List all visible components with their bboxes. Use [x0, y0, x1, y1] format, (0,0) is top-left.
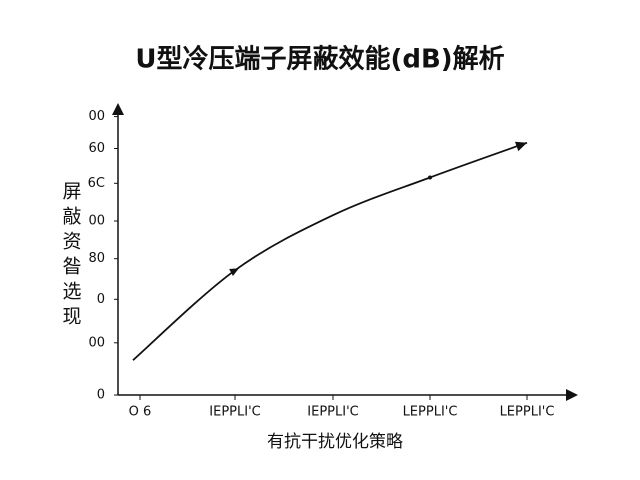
y-tick-label: 0: [97, 292, 105, 307]
x-tick-label: LEPPLI'C: [403, 405, 458, 420]
x-axis-label: 有抗干扰优化策略: [267, 432, 403, 452]
y-axis-label: 昝: [62, 256, 81, 278]
y-axis-arrow: [112, 103, 124, 115]
y-axis-label: 屏: [62, 181, 81, 203]
y-tick-label: 00: [88, 335, 105, 350]
x-tick-label: IEPPLI'C: [209, 405, 260, 420]
x-tick-label: LEPPLI'C: [500, 405, 555, 420]
y-tick-label: 6C: [88, 176, 105, 191]
y-axis-label: 选: [62, 281, 81, 303]
y-tick-label: 00: [88, 214, 105, 229]
y-tick-label: 80: [88, 251, 105, 266]
chart-title: U型冷压端子屏蔽效能(dB)解析: [135, 44, 504, 75]
y-tick-label: 60: [88, 141, 105, 156]
y-axis-label: 资: [62, 231, 81, 253]
line-arrow: [514, 141, 527, 152]
x-axis-arrow: [566, 389, 578, 401]
y-axis-label: 敲: [62, 206, 81, 228]
x-tick-label: O 6: [129, 405, 152, 420]
line-marker: [428, 175, 432, 180]
line-marker: [229, 268, 239, 277]
y-tick-label: 00: [88, 109, 105, 124]
x-tick-label: IEPPLI'C: [307, 405, 358, 420]
y-axis-label: 现: [62, 306, 81, 328]
line: [132, 141, 528, 361]
y-tick-label: 0: [97, 388, 105, 403]
